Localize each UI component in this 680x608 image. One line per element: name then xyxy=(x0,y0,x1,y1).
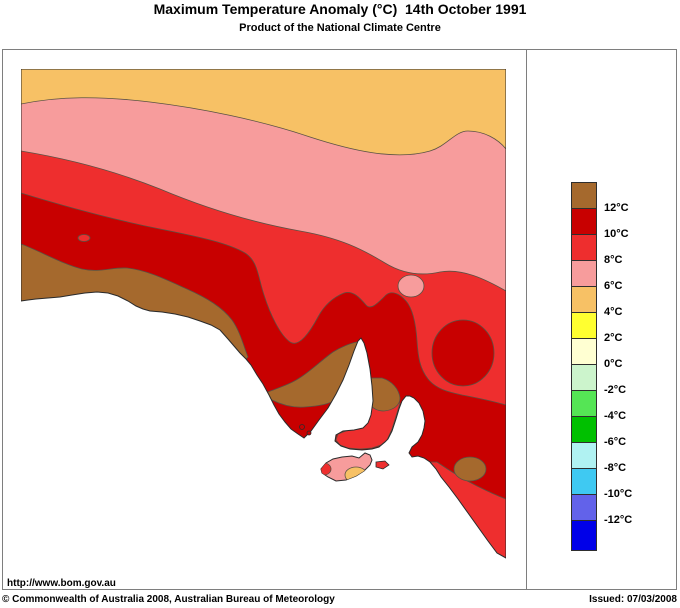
legend-color-block xyxy=(571,442,597,469)
legend-threshold-label: -8°C xyxy=(604,462,627,474)
anomaly-map xyxy=(21,69,506,559)
legend-color-block xyxy=(571,338,597,365)
legend-threshold-label: -2°C xyxy=(604,384,627,396)
legend-color-block xyxy=(571,416,597,443)
legend-color-block xyxy=(571,286,597,313)
kangaroo-island-orange-patch xyxy=(344,466,368,481)
legend-color-block xyxy=(571,390,597,417)
legend-threshold-label: 6°C xyxy=(604,280,623,292)
legend-threshold-label: -6°C xyxy=(604,436,627,448)
legend-color-block xyxy=(571,182,597,209)
legend-threshold-label: 12°C xyxy=(604,202,629,214)
page-title: Maximum Temperature Anomaly (°C) 14th Oc… xyxy=(153,1,527,17)
legend-threshold-label: 10°C xyxy=(604,228,629,240)
legend-color-block xyxy=(571,260,597,287)
legend-color-block xyxy=(571,364,597,391)
page-subtitle: Product of the National Climate Centre xyxy=(239,22,441,34)
small-islet-lincoln-1 xyxy=(299,424,305,430)
legend-threshold-label: 0°C xyxy=(604,358,623,370)
pink-pocket xyxy=(397,274,425,298)
darkred-bulb xyxy=(431,319,495,387)
legend-color-block xyxy=(571,494,597,521)
legend-threshold-label: 4°C xyxy=(604,306,623,318)
legend-threshold-label: 2°C xyxy=(604,332,623,344)
frame-divider xyxy=(526,50,527,589)
pink-coastal-patch xyxy=(439,503,463,531)
brown-southeast-ellipse xyxy=(453,456,487,482)
legend-color-block xyxy=(571,312,597,339)
legend-threshold-label: -10°C xyxy=(604,488,633,500)
bom-url: http://www.bom.gov.au xyxy=(7,578,116,589)
legend-color-block xyxy=(571,208,597,235)
legend-color-block xyxy=(571,234,597,261)
legend-threshold-label: -4°C xyxy=(604,410,627,422)
legend-threshold-label: 8°C xyxy=(604,254,623,266)
legend-color-block xyxy=(571,520,597,551)
red-contour-islet xyxy=(77,234,91,242)
copyright-notice: © Commonwealth of Australia 2008, Austra… xyxy=(2,594,335,605)
map-frame: 12°C 10°C 8°C 6°C 4°C 2°C 0°C -2°C -4°C -6°C -8°C -… xyxy=(2,49,677,590)
legend-color-block xyxy=(571,468,597,495)
legend-threshold-label: -12°C xyxy=(604,514,633,526)
small-islet-lincoln-2 xyxy=(306,430,312,436)
small-islet-east xyxy=(375,460,390,470)
issued-date: Issued: 07/03/2008 xyxy=(589,594,677,605)
